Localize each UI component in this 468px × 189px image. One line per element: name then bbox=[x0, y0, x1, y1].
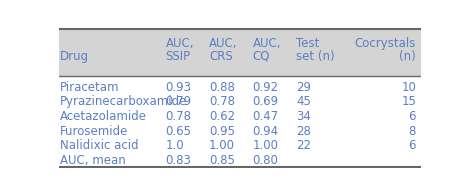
Text: Nalidixic acid: Nalidixic acid bbox=[59, 139, 138, 152]
Text: SSIP: SSIP bbox=[166, 50, 190, 63]
Text: CRS: CRS bbox=[209, 50, 233, 63]
Text: AUC,: AUC, bbox=[166, 36, 194, 50]
Text: AUC, mean: AUC, mean bbox=[59, 154, 125, 167]
Text: 8: 8 bbox=[409, 125, 416, 138]
Text: 0.65: 0.65 bbox=[166, 125, 191, 138]
Text: Furosemide: Furosemide bbox=[59, 125, 128, 138]
Text: (n): (n) bbox=[399, 50, 416, 63]
Text: Acetazolamide: Acetazolamide bbox=[59, 110, 146, 123]
Text: set (n): set (n) bbox=[296, 50, 335, 63]
Text: 34: 34 bbox=[296, 110, 311, 123]
Text: 0.94: 0.94 bbox=[253, 125, 278, 138]
Text: 45: 45 bbox=[296, 95, 311, 108]
Text: Drug: Drug bbox=[59, 50, 89, 63]
Text: 0.79: 0.79 bbox=[166, 95, 191, 108]
Text: 22: 22 bbox=[296, 139, 311, 152]
Text: Piracetam: Piracetam bbox=[59, 81, 119, 94]
Text: 0.47: 0.47 bbox=[253, 110, 278, 123]
Text: 1.0: 1.0 bbox=[166, 139, 184, 152]
Text: 15: 15 bbox=[401, 95, 416, 108]
Text: 0.93: 0.93 bbox=[166, 81, 191, 94]
Text: Test: Test bbox=[296, 36, 320, 50]
Text: 0.62: 0.62 bbox=[209, 110, 235, 123]
Text: 0.95: 0.95 bbox=[209, 125, 235, 138]
Text: CQ: CQ bbox=[253, 50, 270, 63]
Text: 0.83: 0.83 bbox=[166, 154, 191, 167]
Text: 0.78: 0.78 bbox=[209, 95, 235, 108]
Text: 10: 10 bbox=[401, 81, 416, 94]
Text: 6: 6 bbox=[409, 110, 416, 123]
Text: 0.92: 0.92 bbox=[253, 81, 278, 94]
Text: AUC,: AUC, bbox=[209, 36, 238, 50]
Text: 29: 29 bbox=[296, 81, 311, 94]
Text: 6: 6 bbox=[409, 139, 416, 152]
Bar bbox=[58, 29, 421, 76]
Text: 0.69: 0.69 bbox=[253, 95, 278, 108]
Text: 0.88: 0.88 bbox=[209, 81, 235, 94]
Text: 0.80: 0.80 bbox=[253, 154, 278, 167]
Text: 28: 28 bbox=[296, 125, 311, 138]
Text: Pyrazinecarboxamide: Pyrazinecarboxamide bbox=[59, 95, 187, 108]
Text: Cocrystals: Cocrystals bbox=[355, 36, 416, 50]
Text: AUC,: AUC, bbox=[253, 36, 281, 50]
Text: 0.78: 0.78 bbox=[166, 110, 191, 123]
Text: 1.00: 1.00 bbox=[209, 139, 235, 152]
Text: 1.00: 1.00 bbox=[253, 139, 278, 152]
Text: 0.85: 0.85 bbox=[209, 154, 235, 167]
